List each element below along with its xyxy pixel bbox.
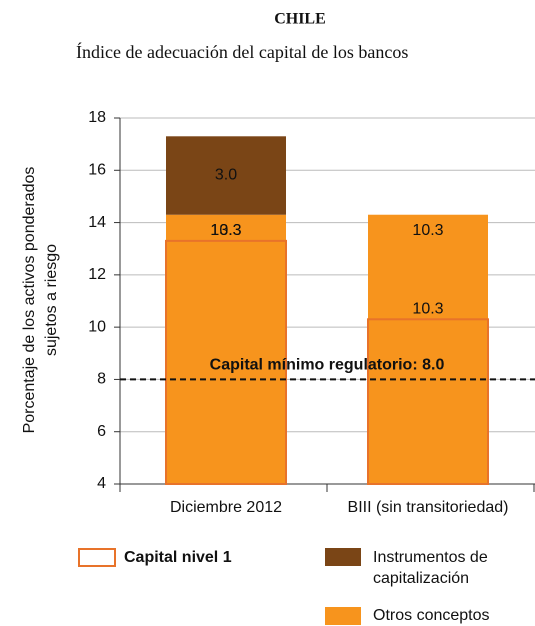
x-tick-label: BIII (sin transitoriedad)	[348, 499, 509, 516]
y-tick-label: 18	[88, 109, 106, 126]
legend-swatch	[325, 607, 361, 625]
value-label: 10.3	[412, 222, 443, 239]
bar-segment	[368, 214, 488, 484]
value-label: 3.0	[215, 167, 237, 184]
chart-title: CHILE	[274, 11, 326, 28]
outline	[367, 318, 489, 485]
legend-label: Instrumentos de capitalización	[373, 549, 488, 587]
y-tick-label: 6	[97, 423, 106, 440]
total-label: 13.3	[210, 222, 241, 239]
reference-label: Capital mínimo regulatorio: 8.0	[210, 357, 445, 374]
value-label: 10.3	[210, 222, 241, 239]
legend-label: Capital nivel 1	[124, 549, 232, 566]
y-tick-label: 4	[97, 475, 106, 492]
legend-label: Otros conceptos	[373, 607, 490, 624]
y-tick-label: 12	[88, 266, 106, 283]
total-label: 10.3	[412, 301, 443, 318]
y-axis-label: Porcentaje de los activos ponderados	[21, 167, 38, 434]
x-tick-label: Diciembre 2012	[170, 499, 282, 516]
bar-segment	[166, 136, 286, 215]
legend-swatch	[325, 548, 361, 566]
legend-swatch	[78, 548, 116, 567]
bar-segment	[166, 214, 286, 484]
y-tick-label: 10	[88, 318, 106, 335]
chart-subtitle: Índice de adecuación del capital de los …	[76, 41, 408, 62]
y-tick-label: 8	[97, 371, 106, 388]
y-tick-label: 14	[88, 214, 106, 231]
y-tick-label: 16	[88, 162, 106, 179]
y-axis-label: sujetos a riesgo	[43, 244, 60, 356]
outline	[165, 239, 287, 485]
